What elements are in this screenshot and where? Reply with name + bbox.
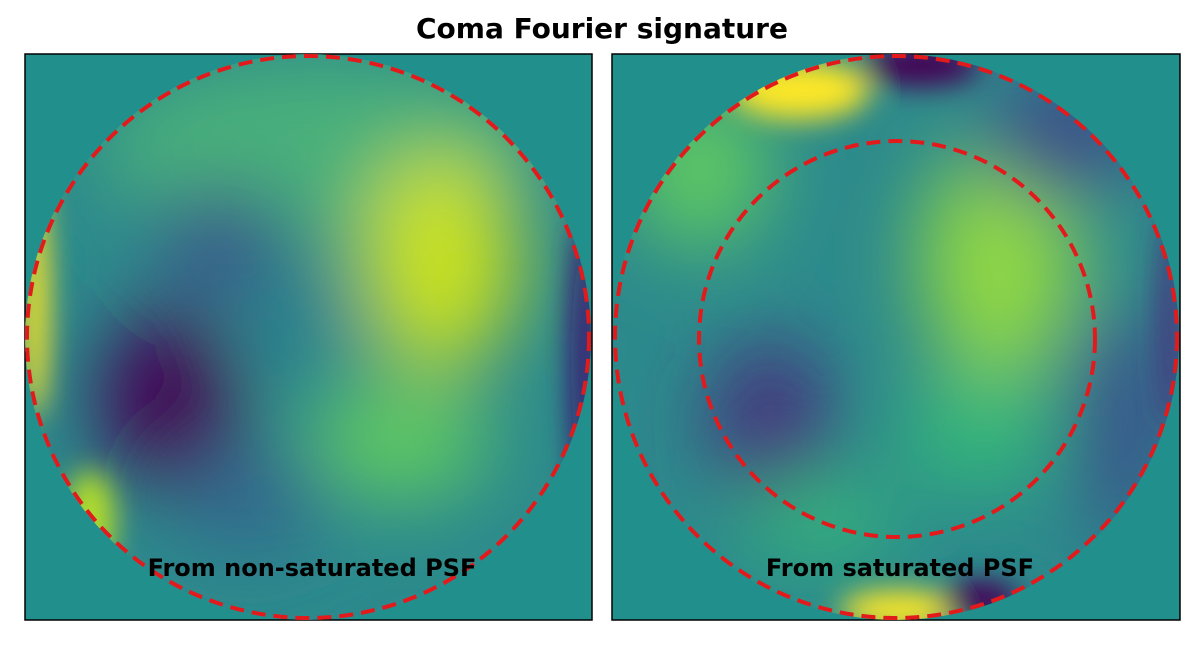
outer-circle	[613, 54, 1179, 620]
panel-label: From saturated PSF	[766, 554, 1034, 582]
panel-left: From non-saturated PSF	[24, 53, 593, 621]
image	[613, 54, 1179, 620]
figure-title: Coma Fourier signature	[416, 12, 788, 45]
panel-label: From non-saturated PSF	[148, 554, 477, 582]
aperture-circle	[25, 54, 591, 620]
panel-right: From saturated PSF	[611, 53, 1181, 621]
inner-circle	[697, 139, 1097, 539]
